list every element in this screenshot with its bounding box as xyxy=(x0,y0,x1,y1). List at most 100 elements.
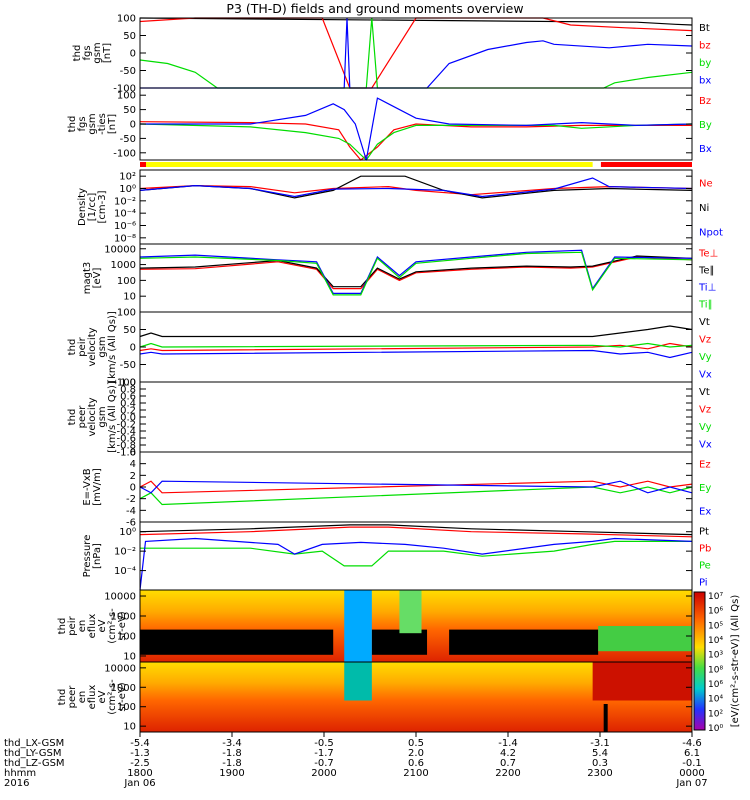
spectrogram-gap-block xyxy=(449,629,599,655)
ytick-label: 10000 xyxy=(104,663,136,674)
xtick-label: 2.0 xyxy=(408,748,424,759)
ytick-label: 10⁻² xyxy=(114,547,136,558)
xtick-label: Jan 06 xyxy=(123,778,155,789)
ytick-label: 10⁻⁴ xyxy=(114,566,136,577)
legend-fgs-by: by xyxy=(699,58,711,69)
ytick-label: 10⁻² xyxy=(114,196,136,207)
ylabel-line: [mV/m] xyxy=(92,468,103,506)
series-line-gsm-By xyxy=(139,123,693,161)
xaxis-row-label: hhmm xyxy=(4,768,36,779)
panel-gsm: Bz By Bx 100 50 0 -50 -100 thdfgsgsm-ties[nT] xyxy=(67,87,712,161)
ylabel-line: eflux xyxy=(87,685,98,710)
ytick-label: 100 xyxy=(117,14,136,25)
xtick-label: -3.1 xyxy=(590,738,610,749)
ylabel-line: [cm-3] xyxy=(97,190,108,223)
series-line-efield-Ex xyxy=(139,480,693,494)
ytick-label: 100 xyxy=(117,91,136,102)
ytick-label: -100 xyxy=(113,378,136,389)
spectrogram-gap-block xyxy=(603,704,608,732)
xtick-label: 0.5 xyxy=(408,738,424,749)
spectrogram-low-flux-band xyxy=(598,626,692,652)
series-line-fgs-Bt xyxy=(139,17,693,26)
ylabel-line: [nPa] xyxy=(92,543,103,569)
xtick-label: -1.7 xyxy=(314,748,334,759)
series-line-density-Ne xyxy=(139,184,693,196)
xtick-label: -0.5 xyxy=(314,738,334,749)
ytick-label: -100 xyxy=(113,84,136,95)
legend-efield-Ex: Ex xyxy=(699,506,711,517)
xaxis-row-label: 2016 xyxy=(4,778,29,789)
legend-pressure-Pt: Pt xyxy=(699,527,709,538)
ytick-label: 0.6 xyxy=(120,392,136,403)
series-line-density-Npot xyxy=(139,177,693,198)
series-line-peir_velocity-Vy xyxy=(139,342,693,348)
ylabel-peer_spectrogram: thdpeerenefluxeV(cm²-s-sr-eV) xyxy=(57,679,128,715)
ytick-label: 4 xyxy=(130,459,136,470)
ytick-label: 10000 xyxy=(104,592,136,603)
ytick-label: 100 xyxy=(117,702,136,713)
ytick-label: 50 xyxy=(123,325,136,336)
legend-gsm-Bz: Bz xyxy=(699,96,711,107)
series-line-gsm-Bx xyxy=(140,97,693,161)
series-line-peir_velocity-Vx xyxy=(139,349,693,359)
ylabel-line: E=-VxB xyxy=(82,468,93,505)
ytick-label: 10⁰ xyxy=(119,184,136,195)
ylabel-line: peir xyxy=(67,615,78,635)
spectrogram-low-flux-band xyxy=(344,662,372,701)
legend-density-Npot: Npot xyxy=(699,228,723,239)
xtick-label: 0.7 xyxy=(500,758,516,769)
panel-peer_velocity: Vt Vz Vy Vx 1.00.80.60.40.20.0-0.2-0.4-0.6-0… xyxy=(67,378,712,459)
ytick-label: 10 xyxy=(123,292,136,303)
ytick-label: 10⁻⁴ xyxy=(114,209,136,220)
ylabel-line: gsm xyxy=(92,42,103,63)
colorbar-tick-label: 10³ xyxy=(708,651,723,661)
ytick-label: -50 xyxy=(120,134,136,145)
ylabel-line: (cm²-s- xyxy=(107,608,118,644)
ytick-label: 0.0 xyxy=(120,413,136,424)
xtick-label: -1.8 xyxy=(222,748,242,759)
series-line-temperature-Te∥ xyxy=(139,255,693,288)
xtick-label: 2300 xyxy=(587,768,612,779)
ylabel-line: peer xyxy=(77,405,88,429)
ytick-label: 100 xyxy=(117,308,136,319)
ylabel-line: [nT] xyxy=(107,114,118,134)
legend-pressure-Pi: Pi xyxy=(699,578,708,589)
legend-peer_velocity-Vy: Vy xyxy=(699,422,712,433)
legend-pressure-Pe: Pe xyxy=(699,561,711,572)
ylabel-line: sr-eV) xyxy=(117,682,128,711)
colorbar-scale xyxy=(693,591,706,731)
ylabel-peir_spectrogram: thdpeirenefluxeV(cm²-s-sr-eV) xyxy=(57,608,128,644)
series-line-fgs-by xyxy=(139,17,693,89)
xtick-label: 0.3 xyxy=(592,758,608,769)
panel-temperature: Te⊥ Te∥ Ti⊥ Ti∥ 10000 1000 100 10 magt3[eV] xyxy=(82,243,718,313)
series-line-pressure-Pb xyxy=(139,526,693,538)
ytick-label: -4 xyxy=(126,506,136,517)
xtick-label: -4.6 xyxy=(682,738,702,749)
ylabel-line: thd xyxy=(72,45,83,62)
ylabel-line: eV xyxy=(97,690,108,703)
ytick-label: 0 xyxy=(130,49,136,60)
ylabel-line: velocity xyxy=(87,327,98,366)
ytick-label: -2 xyxy=(126,494,136,505)
xtick-label: -1.3 xyxy=(130,748,150,759)
status-strip-yellow xyxy=(140,162,593,167)
ylabel-density: Density[1/cc][cm-3] xyxy=(77,188,108,226)
ylabel-line: eflux xyxy=(87,614,98,639)
ylabel-line: peir xyxy=(77,336,88,356)
ylabel-efield: E=-VxB[mV/m] xyxy=(82,468,103,506)
ytick-label: 0 xyxy=(130,120,136,131)
ytick-label: 50 xyxy=(123,105,136,116)
legend-gsm-Bx: Bx xyxy=(699,144,712,155)
ytick-label: 10⁻⁸ xyxy=(114,233,136,244)
ytick-label: 1.0 xyxy=(120,378,136,389)
spectrogram-low-flux-band xyxy=(344,590,372,662)
ylabel-line: gsm xyxy=(87,113,98,134)
series-line-pressure-Pi xyxy=(139,537,693,591)
xaxis-row-label: thd_LX-GSM xyxy=(4,738,64,749)
legend-peir_velocity-Vy: Vy xyxy=(699,352,712,363)
xtick-label: -5.4 xyxy=(130,738,150,749)
ylabel-line: thd xyxy=(57,618,68,635)
ytick-label: -0.4 xyxy=(116,427,136,438)
ylabel-line: thd xyxy=(67,116,78,133)
